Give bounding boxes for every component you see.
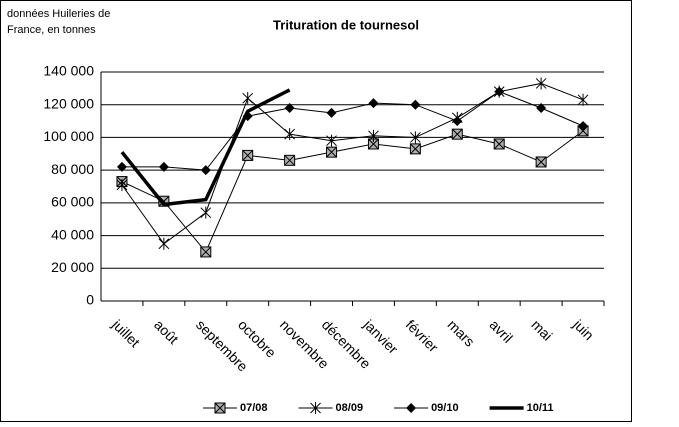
- legend-label: 10/11: [527, 402, 554, 414]
- y-tick-label: 120 000: [43, 95, 94, 111]
- marker: [116, 161, 127, 172]
- legend-item: 09/10: [394, 402, 459, 414]
- marker: [200, 246, 212, 258]
- marker: [326, 107, 337, 118]
- marker: [242, 149, 254, 161]
- marker-x: [535, 156, 547, 168]
- marker-x: [200, 246, 212, 258]
- marker: [535, 77, 547, 90]
- marker-diamond: [406, 403, 417, 413]
- series-line: [121, 82, 584, 245]
- marker: [116, 178, 128, 191]
- marker: [451, 128, 463, 140]
- marker-diamond: [158, 161, 169, 172]
- marker: [326, 134, 337, 147]
- marker: [494, 86, 505, 97]
- legend-label: 08/09: [336, 402, 364, 414]
- series-line: [121, 130, 584, 253]
- marker: [535, 156, 547, 168]
- marker: [284, 102, 295, 113]
- legend-item: 08/09: [298, 402, 364, 414]
- series-line: [121, 91, 584, 171]
- chart-title: Trituration de tournesol: [273, 17, 419, 32]
- marker-x: [284, 154, 295, 166]
- marker: [200, 206, 212, 219]
- chart-border: [0, 0, 632, 422]
- marker-diamond: [410, 99, 421, 110]
- legend-label: 09/10: [431, 402, 459, 414]
- marker: [310, 402, 321, 414]
- y-tick-label: 40 000: [51, 226, 94, 242]
- marker-diamond: [494, 86, 505, 97]
- marker-star: [326, 134, 337, 147]
- marker-x: [214, 402, 226, 414]
- marker: [214, 402, 226, 414]
- marker: [158, 237, 170, 250]
- marker-x: [242, 150, 254, 161]
- marker-star: [535, 77, 547, 90]
- marker: [577, 93, 589, 106]
- marker: [242, 92, 254, 105]
- marker-diamond: [116, 161, 127, 172]
- marker-x: [326, 146, 337, 158]
- marker: [326, 146, 338, 158]
- marker-diamond: [578, 120, 589, 131]
- marker: [452, 116, 463, 127]
- annotation: France, en tonnes: [7, 24, 96, 36]
- y-tick-label: 60 000: [51, 194, 94, 210]
- marker-star: [116, 178, 128, 191]
- marker: [368, 129, 379, 142]
- marker-x: [451, 128, 463, 140]
- marker: [200, 165, 211, 176]
- marker-diamond: [452, 116, 463, 127]
- marker-diamond: [200, 165, 211, 176]
- marker-star: [410, 131, 421, 144]
- marker-star: [200, 206, 212, 219]
- y-tick-label: 0: [86, 292, 94, 308]
- y-tick-label: 100 000: [43, 128, 94, 144]
- marker-diamond: [368, 98, 379, 109]
- marker-star: [368, 129, 379, 142]
- marker: [158, 161, 169, 172]
- annotation: données Huileries de: [7, 8, 110, 20]
- marker: [406, 403, 417, 413]
- marker-star: [577, 93, 589, 106]
- legend-item: 10/11: [489, 402, 554, 414]
- marker-diamond: [284, 102, 295, 113]
- marker-diamond: [326, 107, 337, 118]
- marker-star: [284, 128, 295, 141]
- marker: [578, 120, 589, 131]
- marker: [536, 102, 547, 113]
- marker: [493, 138, 505, 150]
- marker-star: [310, 402, 321, 414]
- marker: [284, 154, 296, 166]
- marker: [368, 98, 379, 109]
- marker-star: [242, 92, 254, 105]
- marker: [410, 131, 421, 144]
- marker: [410, 99, 421, 110]
- series-line: [120, 88, 291, 207]
- marker: [284, 128, 295, 141]
- marker-x: [410, 143, 421, 155]
- y-tick-label: 80 000: [51, 161, 94, 177]
- legend-label: 07/08: [240, 402, 268, 414]
- marker-x: [368, 138, 379, 150]
- marker-diamond: [536, 102, 547, 113]
- marker-x: [493, 138, 505, 150]
- marker: [409, 143, 421, 155]
- legend-item: 07/08: [203, 402, 268, 414]
- marker-star: [158, 237, 170, 250]
- y-tick-label: 20 000: [51, 259, 94, 275]
- y-tick-label: 140 000: [43, 63, 94, 79]
